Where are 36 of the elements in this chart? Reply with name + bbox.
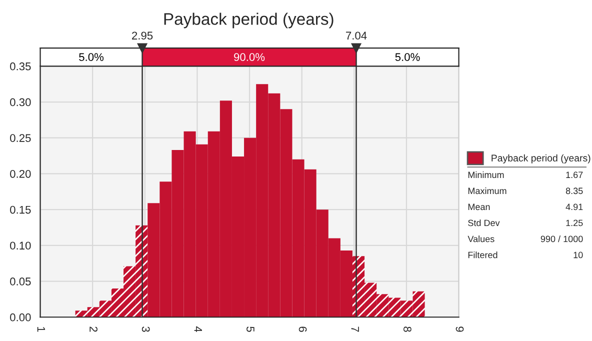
- x-tick-label: 6: [298, 326, 307, 332]
- y-tick-label: 0.15: [10, 206, 31, 214]
- y-tick-label: 0.35: [10, 62, 31, 70]
- legend-label: Payback period (years): [492, 154, 590, 164]
- x-tick-label: 1: [37, 327, 46, 332]
- text: Values: [468, 236, 494, 242]
- x-tick-label: 4: [194, 326, 202, 332]
- y-tick-label: 0.00: [10, 313, 31, 322]
- text: Maximum: [468, 187, 506, 194]
- y-tick-label: 0.10: [10, 242, 31, 250]
- x-tick-label: 8: [404, 326, 412, 332]
- text: 990 / 1000: [540, 236, 583, 242]
- text: 8.35: [566, 188, 583, 194]
- ref-line-label: 7.04: [346, 32, 367, 40]
- y-tick-label: 0.25: [10, 134, 31, 142]
- x-tick-label: 5: [246, 326, 254, 332]
- y-tick-label: 0.05: [10, 278, 31, 286]
- text: 1.67: [566, 172, 583, 178]
- text: 10: [574, 252, 583, 258]
- y-tick-label: 0.30: [10, 98, 31, 106]
- text: Minimum: [468, 171, 504, 178]
- x-tick-label: 9: [456, 326, 464, 332]
- x-tick-label: 7: [351, 326, 359, 332]
- text: 4.91: [566, 204, 583, 210]
- x-tick-label: 2: [90, 326, 98, 332]
- text: Std Dev: [468, 219, 500, 226]
- text: 90.0%: [234, 53, 265, 62]
- text: 5.0%: [395, 53, 420, 62]
- chart-title: Payback period (years): [164, 12, 334, 28]
- ref-line-label: 2.95: [132, 32, 153, 40]
- text: 5.0%: [79, 53, 104, 62]
- y-tick-label: 0.20: [10, 170, 31, 178]
- text: Filtered: [468, 252, 498, 258]
- x-tick-label: 3: [142, 326, 150, 332]
- text: 1.25: [566, 220, 583, 226]
- text: Mean: [468, 204, 490, 210]
